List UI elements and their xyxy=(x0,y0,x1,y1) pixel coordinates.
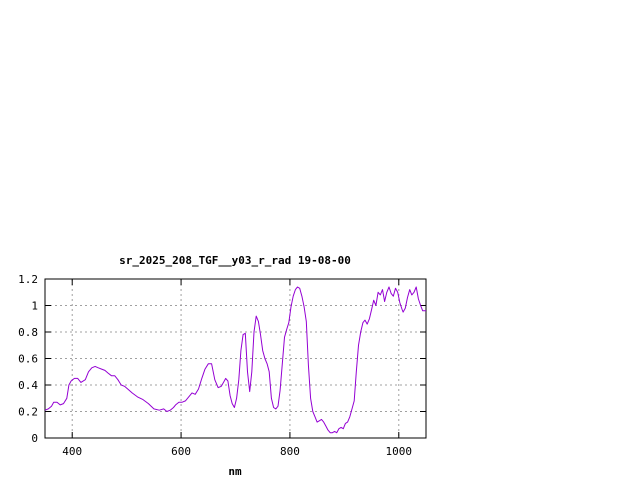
y-tick-label: 1.2 xyxy=(18,273,38,286)
y-tick-label: 0 xyxy=(31,432,38,445)
x-axis-label: nm xyxy=(228,465,242,478)
x-tick-label: 1000 xyxy=(386,445,413,458)
y-tick-label: 0.2 xyxy=(18,406,38,419)
tick-labels: 400 600 800 1000 0 0.2 0.4 0.6 0.8 1 1.2 xyxy=(18,273,412,458)
x-tick-label: 400 xyxy=(62,445,82,458)
y-tick-label: 1 xyxy=(31,300,38,313)
y-tick-label: 0.4 xyxy=(18,379,38,392)
x-tick-label: 600 xyxy=(171,445,191,458)
series-group xyxy=(44,286,426,434)
grid-lines xyxy=(45,279,426,438)
chart-title: sr_2025_208_TGF__y03_r_rad 19-08-00 xyxy=(119,254,351,267)
y-tick-label: 0.8 xyxy=(18,326,38,339)
series-line-0 xyxy=(44,286,426,434)
y-tick-label: 0.6 xyxy=(18,353,38,366)
axis-ticks xyxy=(45,278,426,439)
x-tick-label: 800 xyxy=(280,445,300,458)
